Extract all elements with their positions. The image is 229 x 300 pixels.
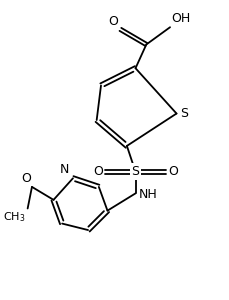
Text: O: O [108,15,118,28]
Text: S: S [131,165,139,178]
Text: NH: NH [139,188,158,201]
Text: OH: OH [171,12,190,25]
Text: O: O [168,165,178,178]
Text: N: N [59,163,69,176]
Text: S: S [180,107,188,120]
Text: CH$_3$: CH$_3$ [3,211,25,224]
Text: O: O [93,165,103,178]
Text: O: O [21,172,31,185]
